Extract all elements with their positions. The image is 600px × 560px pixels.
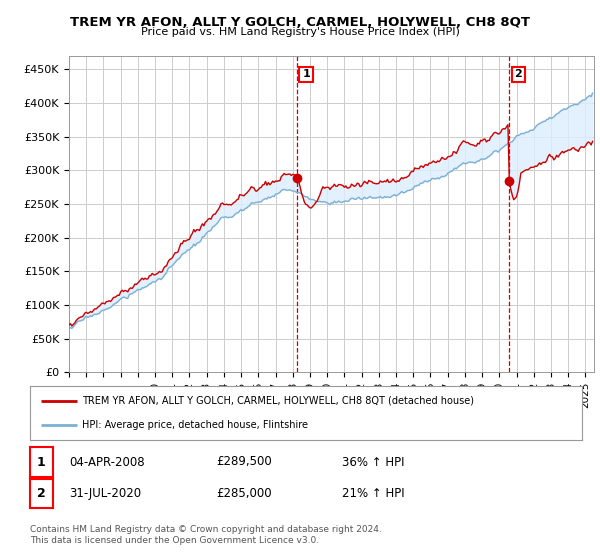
Text: Contains HM Land Registry data © Crown copyright and database right 2024.
This d: Contains HM Land Registry data © Crown c… (30, 525, 382, 545)
Text: £285,000: £285,000 (216, 487, 272, 500)
Text: TREM YR AFON, ALLT Y GOLCH, CARMEL, HOLYWELL, CH8 8QT (detached house): TREM YR AFON, ALLT Y GOLCH, CARMEL, HOLY… (82, 396, 475, 406)
Text: Price paid vs. HM Land Registry's House Price Index (HPI): Price paid vs. HM Land Registry's House … (140, 27, 460, 37)
Text: TREM YR AFON, ALLT Y GOLCH, CARMEL, HOLYWELL, CH8 8QT: TREM YR AFON, ALLT Y GOLCH, CARMEL, HOLY… (70, 16, 530, 29)
Text: 36% ↑ HPI: 36% ↑ HPI (342, 455, 404, 469)
Text: 21% ↑ HPI: 21% ↑ HPI (342, 487, 404, 500)
Text: 2: 2 (37, 487, 46, 500)
Text: 04-APR-2008: 04-APR-2008 (69, 455, 145, 469)
Text: HPI: Average price, detached house, Flintshire: HPI: Average price, detached house, Flin… (82, 420, 308, 430)
Text: £289,500: £289,500 (216, 455, 272, 469)
Text: 1: 1 (37, 456, 46, 469)
Text: 1: 1 (302, 69, 310, 80)
Text: 31-JUL-2020: 31-JUL-2020 (69, 487, 141, 500)
Text: 2: 2 (514, 69, 522, 80)
